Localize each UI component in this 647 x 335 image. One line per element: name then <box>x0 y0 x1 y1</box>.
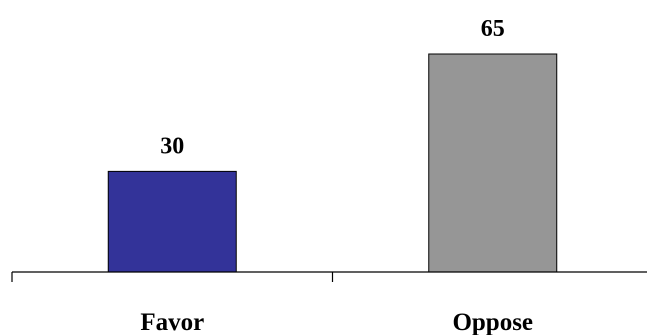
x-axis-ticks-group <box>11 272 334 282</box>
bars-group <box>107 53 558 273</box>
data-labels-group: 30 65 <box>160 16 505 159</box>
bar-favor <box>107 170 237 273</box>
data-label-favor: 30 <box>160 133 184 159</box>
bar-oppose <box>428 53 558 273</box>
category-label-favor: Favor <box>140 309 204 335</box>
category-labels-group: Favor Oppose <box>140 309 533 335</box>
data-label-oppose: 65 <box>481 16 505 42</box>
category-label-oppose: Oppose <box>452 309 533 335</box>
